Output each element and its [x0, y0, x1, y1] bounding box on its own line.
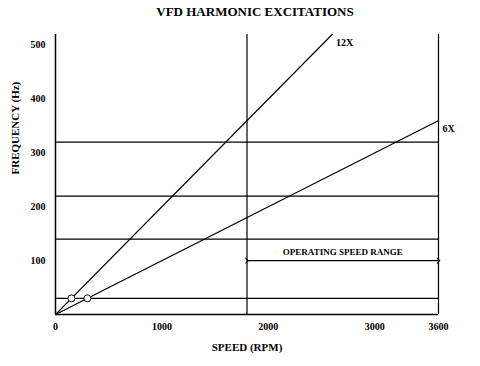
svg-text:0: 0: [53, 321, 58, 332]
svg-text:FREQUENCY (Hz): FREQUENCY (Hz): [9, 81, 22, 174]
svg-text:SPEED (RPM): SPEED (RPM): [212, 341, 283, 354]
svg-text:400: 400: [31, 93, 46, 104]
svg-text:200: 200: [31, 201, 46, 212]
html-text:VFD HARMONIC EXCITATIONS: VFD HARMONIC EXCITATIONS: [156, 4, 354, 19]
svg-text:500: 500: [31, 39, 46, 50]
svg-text:3600: 3600: [429, 321, 449, 332]
svg-text:6X: 6X: [443, 123, 456, 134]
svg-text:OPERATING SPEED RANGE: OPERATING SPEED RANGE: [283, 247, 403, 257]
svg-text:300: 300: [31, 147, 46, 158]
svg-text:1000: 1000: [152, 321, 172, 332]
svg-text:2000: 2000: [258, 321, 278, 332]
svg-text:100: 100: [31, 255, 46, 266]
svg-text:3000: 3000: [365, 321, 385, 332]
svg-text:12X: 12X: [336, 37, 354, 48]
